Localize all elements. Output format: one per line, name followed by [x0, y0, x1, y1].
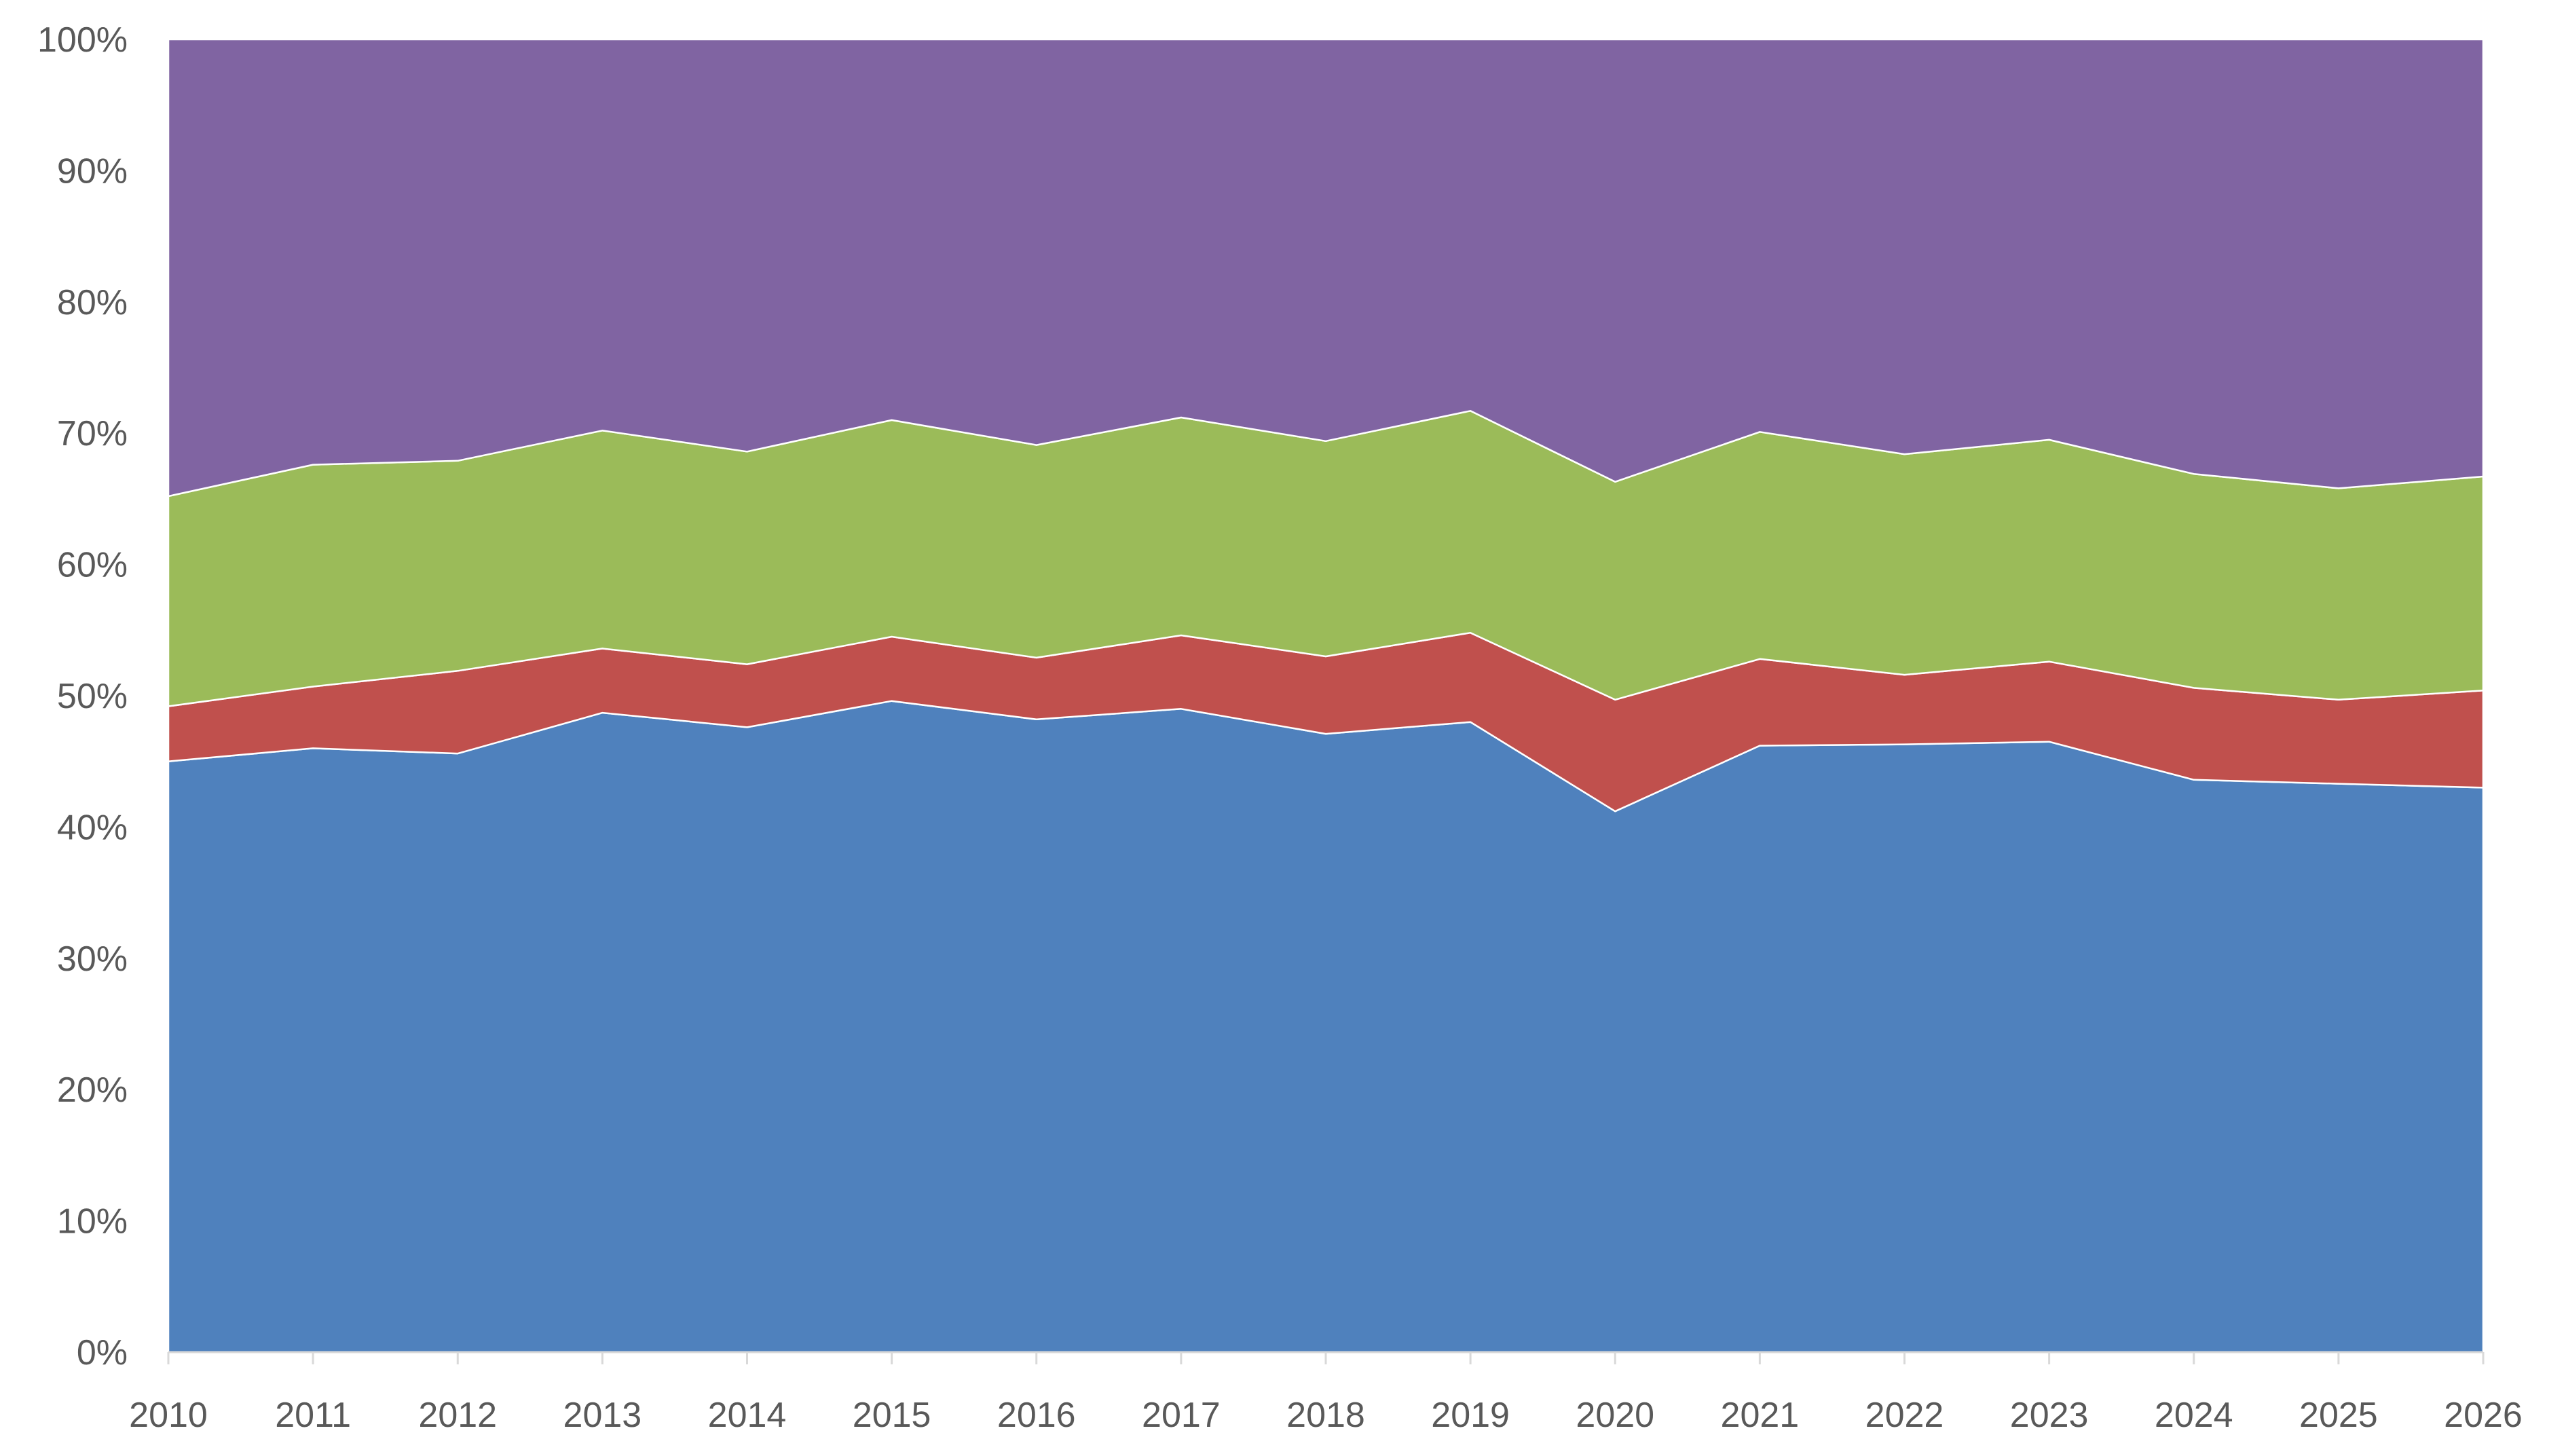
y-tick-label: 100%: [37, 20, 128, 60]
x-tick-label: 2017: [1142, 1396, 1221, 1435]
x-tick-label: 2013: [563, 1396, 642, 1435]
axes: [167, 1351, 2485, 1364]
x-tick-label: 2025: [2299, 1396, 2378, 1435]
x-tick-label: 2023: [2010, 1396, 2089, 1435]
series-area-4: [167, 38, 2485, 498]
x-tick-label: 2010: [129, 1396, 208, 1435]
y-tick-label: 90%: [57, 151, 128, 191]
x-tick-label: 2020: [1576, 1396, 1654, 1435]
x-tick-label: 2022: [1865, 1396, 1944, 1435]
series-areas: [167, 38, 2485, 1354]
y-tick-label: 20%: [57, 1070, 128, 1110]
y-axis-tick-labels: 0% 10% 20% 30% 40% 50% 60% 70% 80% 90% 100%: [37, 20, 128, 1373]
y-tick-label: 30%: [57, 939, 128, 979]
y-tick-label: 70%: [57, 414, 128, 453]
y-tick-label: 60%: [57, 546, 128, 585]
x-tick-label: 2016: [997, 1396, 1076, 1435]
x-tick-label: 2011: [275, 1396, 351, 1435]
y-tick-label: 10%: [57, 1202, 128, 1242]
y-tick-label: 40%: [57, 808, 128, 847]
y-tick-label: 80%: [57, 283, 128, 322]
x-tick-label: 2021: [1721, 1396, 1800, 1435]
x-axis-tick-labels: 2010 2011 2012 2013 2014 2015 2016 2017 2018 2019…: [129, 1396, 2523, 1435]
y-tick-label: 50%: [57, 677, 128, 716]
x-tick-label: 2024: [2155, 1396, 2233, 1435]
x-tick-label: 2026: [2444, 1396, 2523, 1435]
x-tick-label: 2014: [708, 1396, 787, 1435]
x-tick-label: 2019: [1431, 1396, 1510, 1435]
x-tick-label: 2018: [1286, 1396, 1365, 1435]
x-tick-label: 2012: [418, 1396, 497, 1435]
series-area-1: [167, 700, 2485, 1354]
x-tick-label: 2015: [853, 1396, 931, 1435]
y-tick-label: 0%: [77, 1333, 128, 1373]
